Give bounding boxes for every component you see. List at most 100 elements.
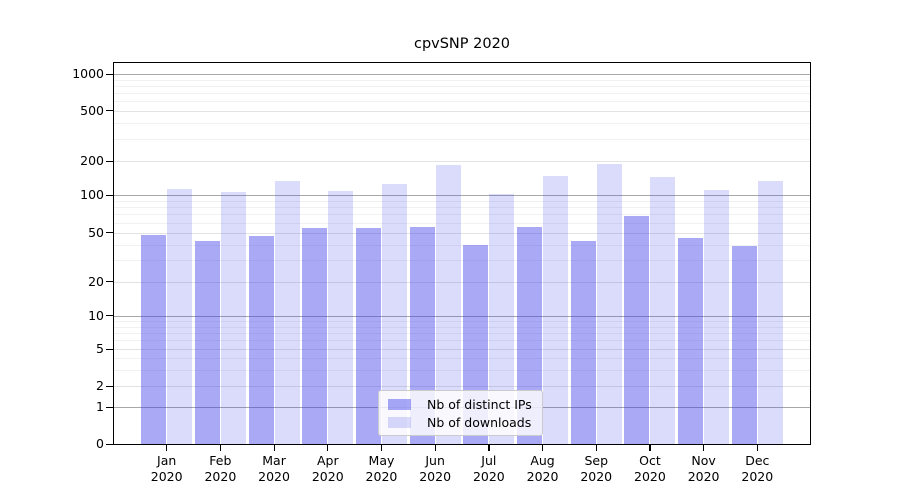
gridline-labeled — [114, 349, 810, 351]
y-tick-label: 200 — [80, 153, 104, 168]
gridline-minor — [114, 138, 810, 140]
bar-distinct-ips-dec — [731, 245, 757, 445]
bar-downloads-dec — [757, 181, 783, 445]
bar-distinct-ips-sep — [570, 240, 596, 445]
x-tick-mark — [542, 445, 544, 451]
y-tick-label: 500 — [80, 102, 104, 118]
bar-downloads-nov — [704, 189, 730, 445]
gridline-labeled — [114, 281, 810, 283]
gridline-minor — [114, 200, 810, 202]
bar-distinct-ips-nov — [678, 238, 704, 445]
legend-label-distinct-ips: Nb of distinct IPs — [427, 396, 532, 412]
y-tick-label: 1 — [96, 399, 104, 415]
x-tick-label: Jan 2020 — [150, 453, 183, 484]
y-tick-mark — [106, 406, 113, 408]
gridline-minor — [114, 207, 810, 209]
gridline-minor — [114, 260, 810, 262]
bar-downloads-apr — [328, 190, 354, 445]
bar-downloads-feb — [220, 192, 246, 445]
bar-downloads-oct — [650, 176, 676, 445]
bar-downloads-mar — [274, 180, 300, 445]
legend-swatch-downloads — [388, 416, 411, 428]
gridline-labeled — [114, 386, 810, 387]
x-tick-label: May 2020 — [365, 453, 398, 484]
x-tick-mark — [219, 445, 222, 451]
bar-downloads-aug — [543, 176, 569, 445]
y-tick-label: 50 — [88, 224, 104, 240]
legend-label-downloads: Nb of downloads — [427, 414, 532, 430]
bar-distinct-ips-jan — [141, 234, 167, 445]
gridline-labeled — [114, 232, 810, 234]
x-tick-mark — [327, 445, 329, 451]
y-tick-mark — [106, 385, 113, 387]
y-tick-mark — [106, 160, 113, 162]
x-tick-label: Feb 2020 — [204, 453, 237, 484]
y-tick-mark — [106, 73, 113, 75]
x-tick-mark — [380, 445, 383, 451]
y-tick-label: 100 — [80, 187, 104, 202]
x-tick-label: Oct 2020 — [634, 453, 666, 484]
gridline-decade — [114, 315, 810, 317]
x-tick-mark — [273, 445, 275, 451]
bar-downloads-sep — [596, 164, 622, 445]
gridline-minor — [114, 101, 810, 103]
x-tick-label: Mar 2020 — [258, 453, 290, 484]
x-tick-mark — [166, 445, 168, 451]
gridline-minor — [114, 79, 810, 81]
y-tick-label: 20 — [88, 273, 104, 289]
gridline-decade — [114, 74, 810, 75]
y-tick-mark — [106, 443, 113, 445]
gridline-labeled — [114, 161, 810, 162]
x-tick-mark — [703, 445, 705, 451]
bar-downloads-jan — [167, 189, 193, 445]
y-tick-mark — [106, 281, 113, 283]
gridline-minor — [114, 92, 810, 94]
bar-distinct-ips-may — [355, 227, 381, 445]
legend: Nb of distinct IPs Nb of downloads — [378, 390, 543, 436]
x-tick-label: Aug 2020 — [526, 453, 559, 484]
gridline-minor — [114, 320, 810, 322]
gridline-minor — [114, 332, 810, 334]
y-tick-label: 0 — [96, 436, 104, 451]
y-tick-label: 10 — [88, 307, 104, 323]
gridline-minor — [114, 222, 810, 224]
x-tick-label: Nov 2020 — [687, 453, 720, 484]
y-tick-label: 1000 — [72, 66, 104, 81]
x-tick-label: Jul 2020 — [472, 453, 505, 484]
x-tick-label: Jun 2020 — [419, 453, 452, 484]
gridline-minor — [114, 369, 810, 371]
y-tick-mark — [106, 110, 113, 112]
bar-distinct-ips-apr — [302, 227, 328, 445]
x-tick-mark — [488, 445, 490, 451]
legend-row-distinct-ips: Nb of distinct IPs — [388, 397, 533, 412]
bar-distinct-ips-oct — [624, 215, 650, 445]
gridline-minor — [114, 358, 810, 360]
x-tick-label: Sep 2020 — [580, 453, 613, 484]
y-tick-mark — [106, 232, 113, 234]
chart-title: cpvSNP 2020 — [413, 36, 511, 52]
x-tick-mark — [434, 445, 436, 451]
bar-distinct-ips-mar — [248, 236, 274, 445]
gridline-minor — [114, 244, 810, 246]
legend-swatch-distinct-ips — [388, 398, 411, 410]
x-tick-mark — [756, 445, 758, 451]
gridline-minor — [114, 214, 810, 216]
gridline-labeled — [114, 110, 810, 112]
y-tick-mark — [106, 194, 113, 196]
y-tick-label: 5 — [96, 341, 104, 357]
y-tick-label: 2 — [96, 378, 104, 393]
x-tick-label: Apr 2020 — [311, 453, 344, 484]
bar-distinct-ips-feb — [194, 240, 220, 445]
gridline-minor — [114, 340, 810, 342]
gridline-minor — [114, 122, 810, 124]
y-tick-mark — [106, 315, 113, 317]
x-tick-mark — [649, 445, 651, 451]
y-tick-mark — [106, 348, 113, 350]
gridline-minor — [114, 85, 810, 87]
gridline-decade — [114, 195, 810, 196]
gridline-minor — [114, 326, 810, 328]
legend-row-downloads: Nb of downloads — [388, 415, 533, 430]
x-tick-mark — [595, 445, 597, 451]
x-tick-label: Dec 2020 — [741, 453, 774, 484]
